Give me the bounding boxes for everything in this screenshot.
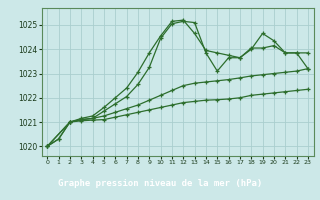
Text: Graphe pression niveau de la mer (hPa): Graphe pression niveau de la mer (hPa): [58, 179, 262, 188]
